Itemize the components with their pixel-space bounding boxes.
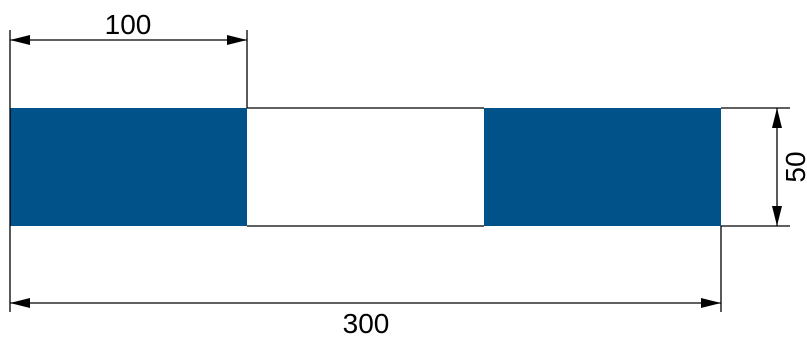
height-dimension-label: 50 <box>780 151 807 182</box>
bottom-dimension-label: 300 <box>343 308 390 337</box>
right-filled-block <box>484 108 721 226</box>
left-filled-block <box>10 108 247 226</box>
top-dimension-label: 100 <box>105 9 152 40</box>
